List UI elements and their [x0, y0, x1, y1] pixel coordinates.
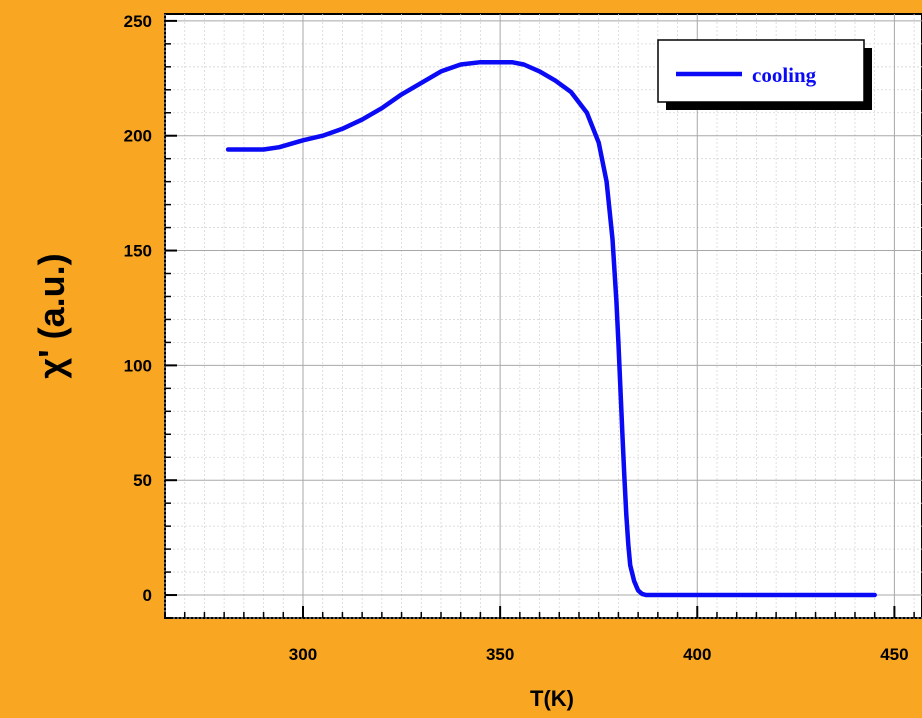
legend-box: [657, 39, 865, 103]
y-tick-label: 50: [133, 471, 152, 490]
cooling-series-line: [225, 59, 877, 598]
x-tick-label: 400: [683, 645, 711, 664]
y-tick-label: 250: [124, 12, 152, 31]
legend: cooling: [657, 39, 872, 110]
y-tick-label: 100: [124, 356, 152, 375]
axis-ticks: [164, 19, 915, 619]
y-tick-label: 150: [124, 242, 152, 261]
x-tick-labels: 300 350 400 450: [289, 645, 909, 664]
y-axis-title: χ' (a.u.): [31, 253, 72, 378]
x-tick-label: 300: [289, 645, 317, 664]
y-tick-label: 200: [124, 127, 152, 146]
legend-label-cooling: cooling: [752, 63, 817, 87]
x-tick-label: 450: [880, 645, 908, 664]
grid: [164, 14, 922, 619]
x-axis-title: T(K): [530, 686, 574, 711]
y-tick-labels: 0 50 100 150 200 250: [124, 12, 152, 605]
x-tick-label: 350: [486, 645, 514, 664]
y-tick-label: 0: [143, 586, 152, 605]
